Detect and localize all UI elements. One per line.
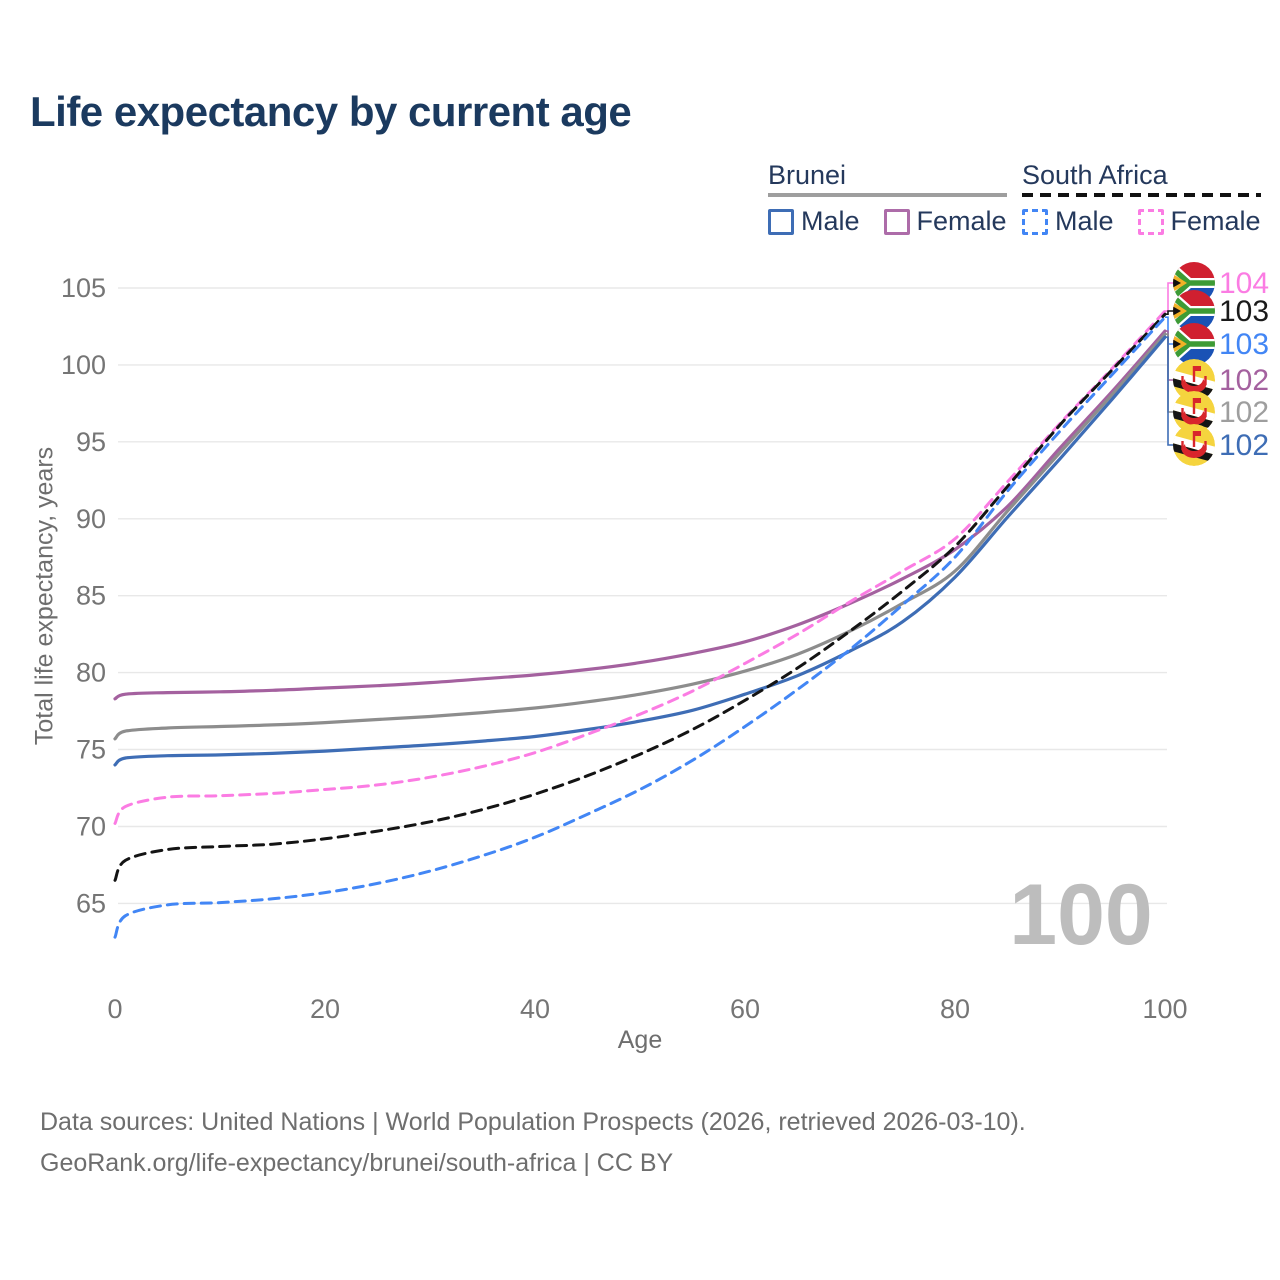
footer-data-sources: Data sources: United Nations | World Pop…: [40, 1108, 1026, 1136]
end-value-label-south-africa-total: 103: [1219, 295, 1269, 328]
end-value-label-brunei-female: 102: [1219, 364, 1269, 397]
end-value-label-south-africa-male: 103: [1219, 328, 1269, 361]
legend-label-south-africa-male[interactable]: Male: [1055, 206, 1114, 236]
end-value-label-south-africa-female: 104: [1219, 267, 1269, 300]
end-label-connector: [1165, 282, 1173, 312]
legend-underline-south-africa: [1022, 193, 1261, 197]
x-tick-label-80: 80: [940, 994, 970, 1024]
y-tick-label-95: 95: [76, 427, 106, 457]
legend-swatch-south-africa-female[interactable]: [1137, 208, 1164, 235]
end-label-connector: [1165, 330, 1173, 381]
footer-attribution: GeoRank.org/life-expectancy/brunei/south…: [40, 1149, 674, 1177]
end-value-label-brunei-male: 102: [1219, 429, 1269, 462]
end-label-connector: [1165, 333, 1173, 413]
series-line-south-africa-male[interactable]: [113, 315, 1167, 939]
legend-swatch-brunei-female[interactable]: [883, 208, 910, 235]
y-axis-title: Total life expectancy, years: [30, 446, 59, 746]
end-label-connector: [1165, 310, 1173, 315]
page-title: Life expectancy by current age: [30, 88, 632, 135]
series-line-brunei-female[interactable]: [113, 329, 1167, 701]
end-label-connector: [1165, 336, 1173, 446]
legend-label-brunei-male[interactable]: Male: [801, 206, 860, 236]
series-line-brunei-total[interactable]: [113, 332, 1167, 741]
legend-country-south-africa: South Africa: [1022, 160, 1168, 190]
x-tick-label-0: 0: [107, 994, 122, 1024]
y-tick-label-90: 90: [76, 504, 106, 534]
x-tick-label-40: 40: [520, 994, 550, 1024]
series-line-south-africa-female[interactable]: [113, 309, 1167, 825]
end-value-label-brunei-total: 102: [1219, 396, 1269, 429]
series-line-south-africa-total[interactable]: [113, 312, 1167, 882]
legend-country-brunei: Brunei: [768, 160, 847, 190]
x-tick-label-100: 100: [1142, 994, 1187, 1024]
brunei-flag-icon: [1173, 424, 1215, 466]
y-tick-label-65: 65: [76, 888, 106, 918]
age-watermark: 100: [1009, 867, 1153, 963]
legend-underline-brunei: [768, 193, 1007, 197]
legend-swatch-south-africa-male[interactable]: [1022, 208, 1048, 235]
y-tick-label-85: 85: [76, 581, 106, 611]
x-axis-title: Age: [617, 1026, 663, 1054]
y-tick-label-100: 100: [61, 350, 106, 380]
x-tick-label-20: 20: [310, 994, 340, 1024]
brunei-flag-icon: [1173, 391, 1215, 433]
x-tick-label-60: 60: [730, 994, 760, 1024]
series-line-brunei-male[interactable]: [113, 335, 1167, 767]
y-tick-label-105: 105: [61, 273, 106, 303]
legend-swatch-brunei-male[interactable]: [768, 208, 794, 235]
legend-group-brunei: Brunei Male Female: [768, 160, 1007, 237]
legend-group-south-africa: South Africa Male Female: [1022, 160, 1261, 237]
legend-label-brunei-female[interactable]: Female: [916, 206, 1007, 236]
y-tick-label-80: 80: [76, 658, 106, 688]
brunei-flag-icon: [1173, 359, 1215, 401]
footer: Data sources: United Nations | World Pop…: [40, 1102, 1026, 1184]
legend-label-south-africa-female[interactable]: Female: [1170, 206, 1261, 236]
y-tick-label-70: 70: [76, 812, 106, 842]
south-africa-flag-icon: [1173, 323, 1215, 365]
y-tick-label-75: 75: [76, 735, 106, 765]
